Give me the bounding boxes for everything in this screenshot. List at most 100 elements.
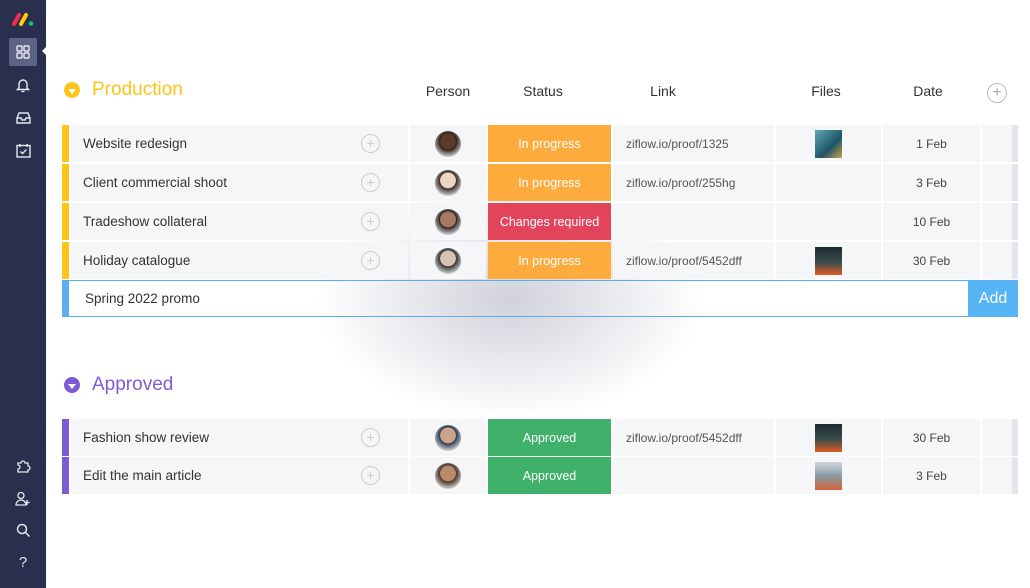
date-cell[interactable]: 3 Feb <box>883 457 980 494</box>
add-update-icon[interactable]: + <box>361 173 380 192</box>
column-person[interactable]: Person <box>425 83 471 99</box>
table-row[interactable]: Edit the main article + Approved 3 Feb <box>62 457 1018 494</box>
add-update-icon[interactable]: + <box>361 466 380 485</box>
row-color-bar <box>62 164 69 201</box>
file-thumbnail[interactable] <box>815 129 842 158</box>
help-icon[interactable]: ? <box>18 553 28 571</box>
item-name[interactable]: Holiday catalogue <box>83 253 191 268</box>
status-cell[interactable]: In progress <box>488 242 611 279</box>
add-user-icon[interactable] <box>9 484 37 512</box>
group-title[interactable]: Production <box>92 79 183 100</box>
row-end-cell <box>982 125 1018 162</box>
files-cell[interactable] <box>776 203 881 240</box>
avatar[interactable] <box>435 247 461 274</box>
calendar-check-icon[interactable] <box>9 136 37 164</box>
status-cell[interactable]: In progress <box>488 125 611 162</box>
table-row[interactable]: Website redesign + In progress ziflow.io/… <box>62 125 1018 162</box>
row-end-cell <box>982 457 1018 494</box>
row-color-bar <box>62 419 69 456</box>
files-cell[interactable] <box>776 164 881 201</box>
item-name-cell[interactable]: Fashion show review + <box>71 419 408 456</box>
column-link[interactable]: Link <box>650 83 676 99</box>
add-update-icon[interactable]: + <box>361 134 380 153</box>
files-cell[interactable] <box>776 457 881 494</box>
row-end-cell <box>982 203 1018 240</box>
files-cell[interactable] <box>776 419 881 456</box>
date-cell[interactable]: 3 Feb <box>883 164 980 201</box>
link-cell[interactable] <box>613 203 774 240</box>
file-thumbnail[interactable] <box>815 461 842 490</box>
avatar[interactable] <box>435 130 461 157</box>
row-color-bar <box>62 242 69 279</box>
active-indicator <box>42 46 47 56</box>
item-name-cell[interactable]: Website redesign + <box>71 125 408 162</box>
chevron-down-icon[interactable] <box>64 82 80 98</box>
avatar[interactable] <box>435 424 461 451</box>
status-cell[interactable]: Approved <box>488 457 611 494</box>
file-thumbnail[interactable] <box>815 423 842 452</box>
item-name-cell[interactable]: Edit the main article + <box>71 457 408 494</box>
person-cell[interactable] <box>410 164 486 201</box>
group-title[interactable]: Approved <box>92 374 174 395</box>
link-cell[interactable]: ziflow.io/proof/5452dff <box>613 419 774 456</box>
files-cell[interactable] <box>776 125 881 162</box>
link-cell[interactable]: ziflow.io/proof/255hg <box>613 164 774 201</box>
table-row[interactable]: Tradeshow collateral + Changes required 1… <box>62 203 1018 240</box>
add-update-icon[interactable]: + <box>361 212 380 231</box>
item-name[interactable]: Website redesign <box>83 136 188 151</box>
new-item-input[interactable] <box>63 291 943 306</box>
table-row[interactable]: Holiday catalogue + In progress ziflow.io… <box>62 242 1018 279</box>
group-header-approved[interactable]: Approved <box>64 374 173 396</box>
column-status[interactable]: Status <box>523 83 563 99</box>
row-end-cell <box>982 419 1018 456</box>
chevron-down-icon[interactable] <box>64 377 80 393</box>
item-name[interactable]: Client commercial shoot <box>83 175 228 190</box>
column-date[interactable]: Date <box>913 83 943 99</box>
row-end-cell <box>982 242 1018 279</box>
date-cell[interactable]: 30 Feb <box>883 242 980 279</box>
avatar[interactable] <box>435 169 461 196</box>
column-files[interactable]: Files <box>811 83 841 99</box>
link-cell[interactable]: ziflow.io/proof/1325 <box>613 125 774 162</box>
person-cell[interactable] <box>410 419 486 456</box>
person-cell[interactable] <box>410 203 486 240</box>
file-thumbnail[interactable] <box>815 246 842 275</box>
link-cell[interactable]: ziflow.io/proof/5452dff <box>613 242 774 279</box>
row-color-bar <box>62 457 69 494</box>
person-cell[interactable] <box>410 457 486 494</box>
add-item-button[interactable]: Add <box>968 280 1018 317</box>
date-cell[interactable]: 10 Feb <box>883 203 980 240</box>
person-cell[interactable] <box>410 242 486 279</box>
grid-icon[interactable] <box>9 38 37 66</box>
avatar[interactable] <box>435 208 461 235</box>
status-cell[interactable]: In progress <box>488 164 611 201</box>
item-name[interactable]: Edit the main article <box>83 468 202 483</box>
inbox-icon[interactable] <box>9 103 37 131</box>
person-cell[interactable] <box>410 125 486 162</box>
row-color-bar <box>62 125 69 162</box>
item-name-cell[interactable]: Holiday catalogue + <box>71 242 408 279</box>
files-cell[interactable] <box>776 242 881 279</box>
table-row[interactable]: Fashion show review + Approved ziflow.io/… <box>62 419 1018 456</box>
status-cell[interactable]: Approved <box>488 419 611 456</box>
add-update-icon[interactable]: + <box>361 251 380 270</box>
item-name-cell[interactable]: Tradeshow collateral + <box>71 203 408 240</box>
item-name-cell[interactable]: Client commercial shoot + <box>71 164 408 201</box>
row-color-bar <box>63 281 69 316</box>
avatar[interactable] <box>435 462 461 489</box>
add-update-icon[interactable]: + <box>361 428 380 447</box>
item-name[interactable]: Fashion show review <box>83 430 210 445</box>
row-color-bar <box>62 203 69 240</box>
bell-icon[interactable] <box>9 71 37 99</box>
sidebar: ? <box>0 0 47 588</box>
table-row[interactable]: Client commercial shoot + In progress zif… <box>62 164 1018 201</box>
group-header-production[interactable]: Production <box>64 79 183 101</box>
add-column-button[interactable]: + <box>987 83 1007 103</box>
item-name[interactable]: Tradeshow collateral <box>83 214 208 229</box>
date-cell[interactable]: 30 Feb <box>883 419 980 456</box>
status-cell[interactable]: Changes required <box>488 203 611 240</box>
search-icon[interactable] <box>9 516 37 544</box>
link-cell[interactable] <box>613 457 774 494</box>
puzzle-icon[interactable] <box>9 451 37 479</box>
date-cell[interactable]: 1 Feb <box>883 125 980 162</box>
